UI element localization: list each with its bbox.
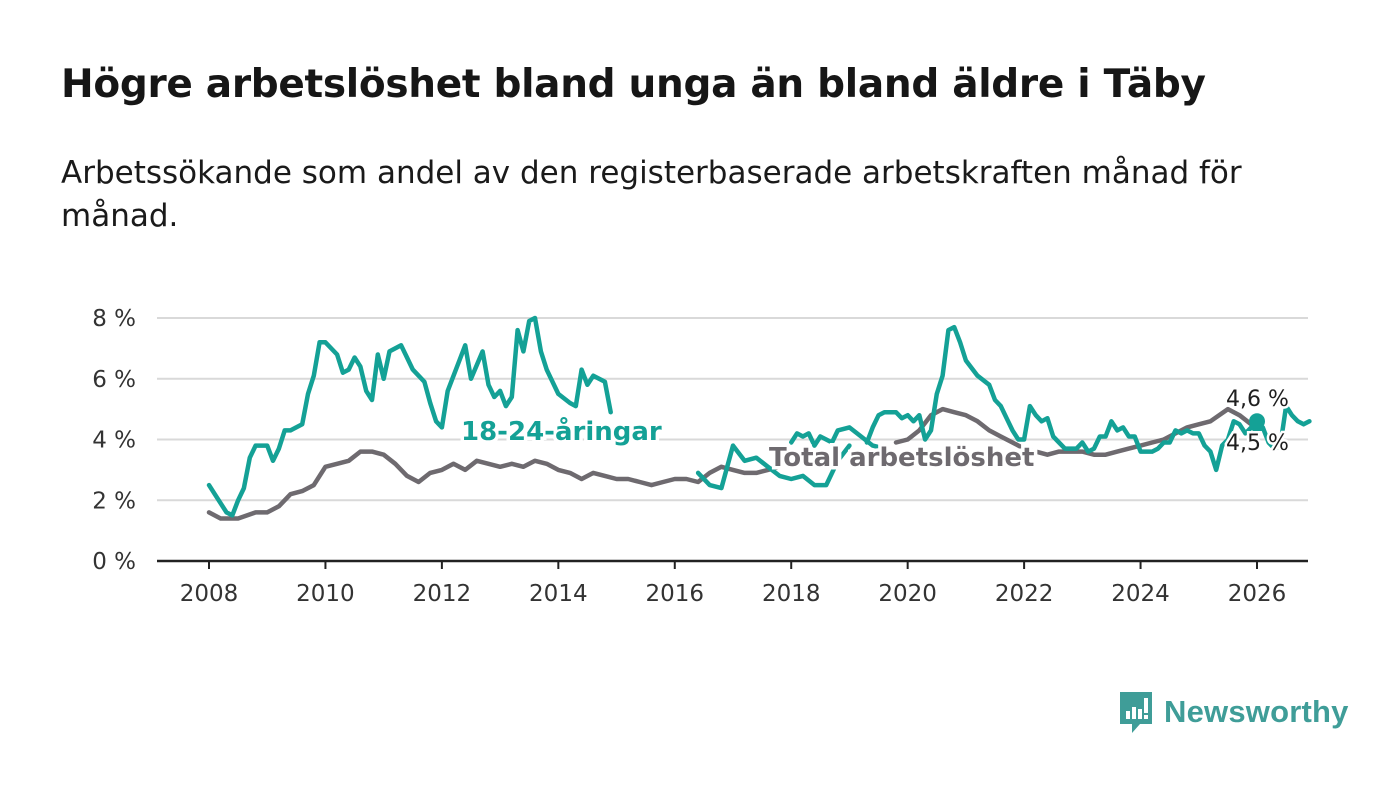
x-tick-label: 2018 (762, 581, 821, 607)
series-line-youth (206, 315, 613, 518)
series-line-youth (695, 443, 852, 491)
series-line-youth (788, 425, 887, 451)
x-tick-label: 2010 (296, 581, 355, 607)
y-tick-label: 6 % (92, 367, 136, 393)
grid-lines (157, 317, 1308, 563)
x-tick-label: 2022 (995, 581, 1054, 607)
x-tick-label: 2012 (413, 581, 472, 607)
x-tick-label: 2014 (529, 581, 588, 607)
series-line-total (893, 406, 1260, 457)
x-tick-label: 2008 (180, 581, 239, 607)
chart-subtitle: Arbetssökande som andel av den registerb… (61, 155, 1242, 234)
newsworthy-logo[interactable]: Newsworthy (1118, 690, 1349, 734)
brand-name: Newsworthy (1164, 694, 1349, 729)
chart-title: Högre arbetslöshet bland unga än bland ä… (61, 62, 1206, 107)
end-label-total: 4,5 % (1226, 431, 1289, 456)
series-labels: 18-24-åringar Total arbetslöshet 4,6 % 4,5 … (458, 385, 1292, 477)
series-lines (206, 315, 1312, 521)
x-tick-label: 2026 (1228, 581, 1287, 607)
series-label-total: Total arbetslöshet (769, 443, 1034, 473)
y-tick-label: 2 % (92, 488, 136, 514)
x-tick-label: 2020 (878, 581, 937, 607)
y-axis-ticks: 0 % 2 % 4 % 6 % 8 % (92, 306, 136, 575)
x-tick-label: 2024 (1111, 581, 1170, 607)
x-axis-ticks: 2008 2010 2012 2014 2016 2018 2020 2022 2024 2026 (180, 561, 1287, 607)
x-tick-label: 2016 (646, 581, 705, 607)
newsworthy-logo-icon (1120, 692, 1152, 733)
y-tick-label: 8 % (92, 306, 136, 332)
end-label-youth: 4,6 % (1226, 387, 1289, 412)
y-tick-label: 0 % (92, 549, 136, 575)
series-line-youth (864, 324, 1312, 473)
series-label-youth: 18-24-åringar (461, 415, 662, 447)
series-line-total (206, 449, 782, 521)
series-end-marker (1249, 413, 1265, 430)
y-tick-label: 4 % (92, 428, 136, 454)
